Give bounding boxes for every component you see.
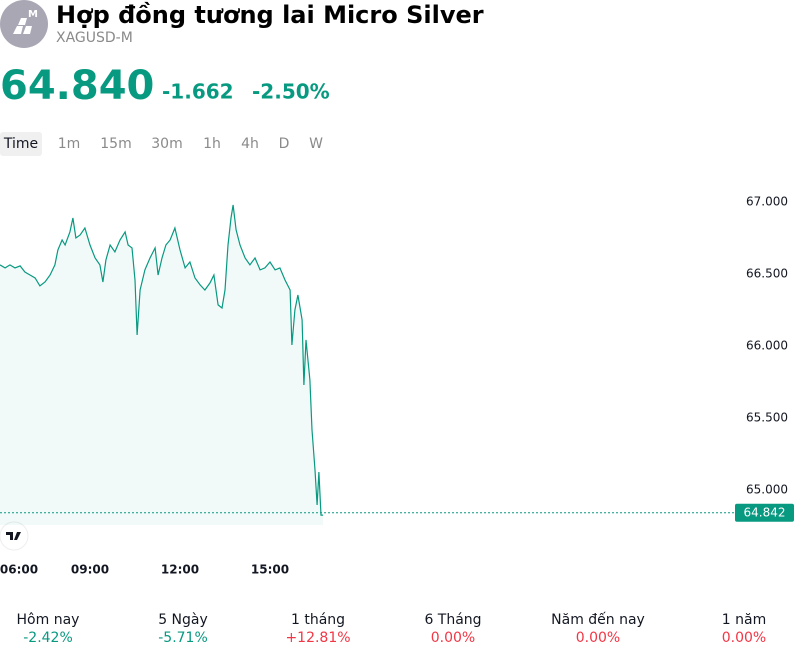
change: -1.662 <box>162 80 234 104</box>
symbol: XAGUSD-M <box>56 30 133 46</box>
change-pct: -2.50% <box>252 80 330 104</box>
stat-label: 1 tháng <box>291 612 345 628</box>
y-tick-label: 65.000 <box>746 483 788 497</box>
interval-tab[interactable]: W <box>309 136 323 152</box>
interval-tab[interactable]: 1h <box>203 136 221 152</box>
interval-tab[interactable]: D <box>279 136 290 152</box>
y-tick-label: 66.000 <box>746 338 788 352</box>
stat-label: Năm đến nay <box>551 611 645 628</box>
x-tick-label: 09:00 <box>71 563 109 577</box>
y-tick-label: 67.000 <box>746 194 788 208</box>
icon-badge: M <box>28 9 38 20</box>
stat-value: 0.00% <box>722 630 766 646</box>
x-tick-label: 06:00 <box>0 563 38 577</box>
interval-tab[interactable]: 4h <box>241 136 259 152</box>
last-price-box <box>735 503 794 522</box>
interval-tab[interactable]: 30m <box>151 136 182 152</box>
y-tick-label: 65.500 <box>746 410 788 424</box>
bars-icon <box>13 18 32 34</box>
last-price-label: 64.842 <box>744 505 786 519</box>
stat-value: +12.81% <box>285 630 350 646</box>
y-tick-label: 66.500 <box>746 266 788 280</box>
stat-label: 6 Tháng <box>424 612 481 628</box>
stat-value: -5.71% <box>158 630 208 646</box>
stat-value: 0.00% <box>576 630 620 646</box>
price: 64.840 <box>0 63 154 109</box>
stat-value: 0.00% <box>431 630 475 646</box>
active-tab-bg <box>0 132 42 156</box>
interval-tab[interactable]: 15m <box>100 136 131 152</box>
stat-value: -2.42% <box>23 630 73 646</box>
x-tick-label: 15:00 <box>251 563 289 577</box>
title: Hợp đồng tương lai Micro Silver <box>56 1 484 29</box>
x-tick-label: 12:00 <box>161 563 199 577</box>
price-line <box>0 204 324 516</box>
interval-tab[interactable]: Time <box>3 136 38 152</box>
area-fill <box>0 205 324 525</box>
interval-tab[interactable]: 1m <box>58 136 81 152</box>
stat-label: 5 Ngày <box>158 612 208 628</box>
stat-label: 1 năm <box>722 612 766 628</box>
stat-label: Hôm nay <box>17 612 80 628</box>
tv-logo <box>0 521 29 551</box>
